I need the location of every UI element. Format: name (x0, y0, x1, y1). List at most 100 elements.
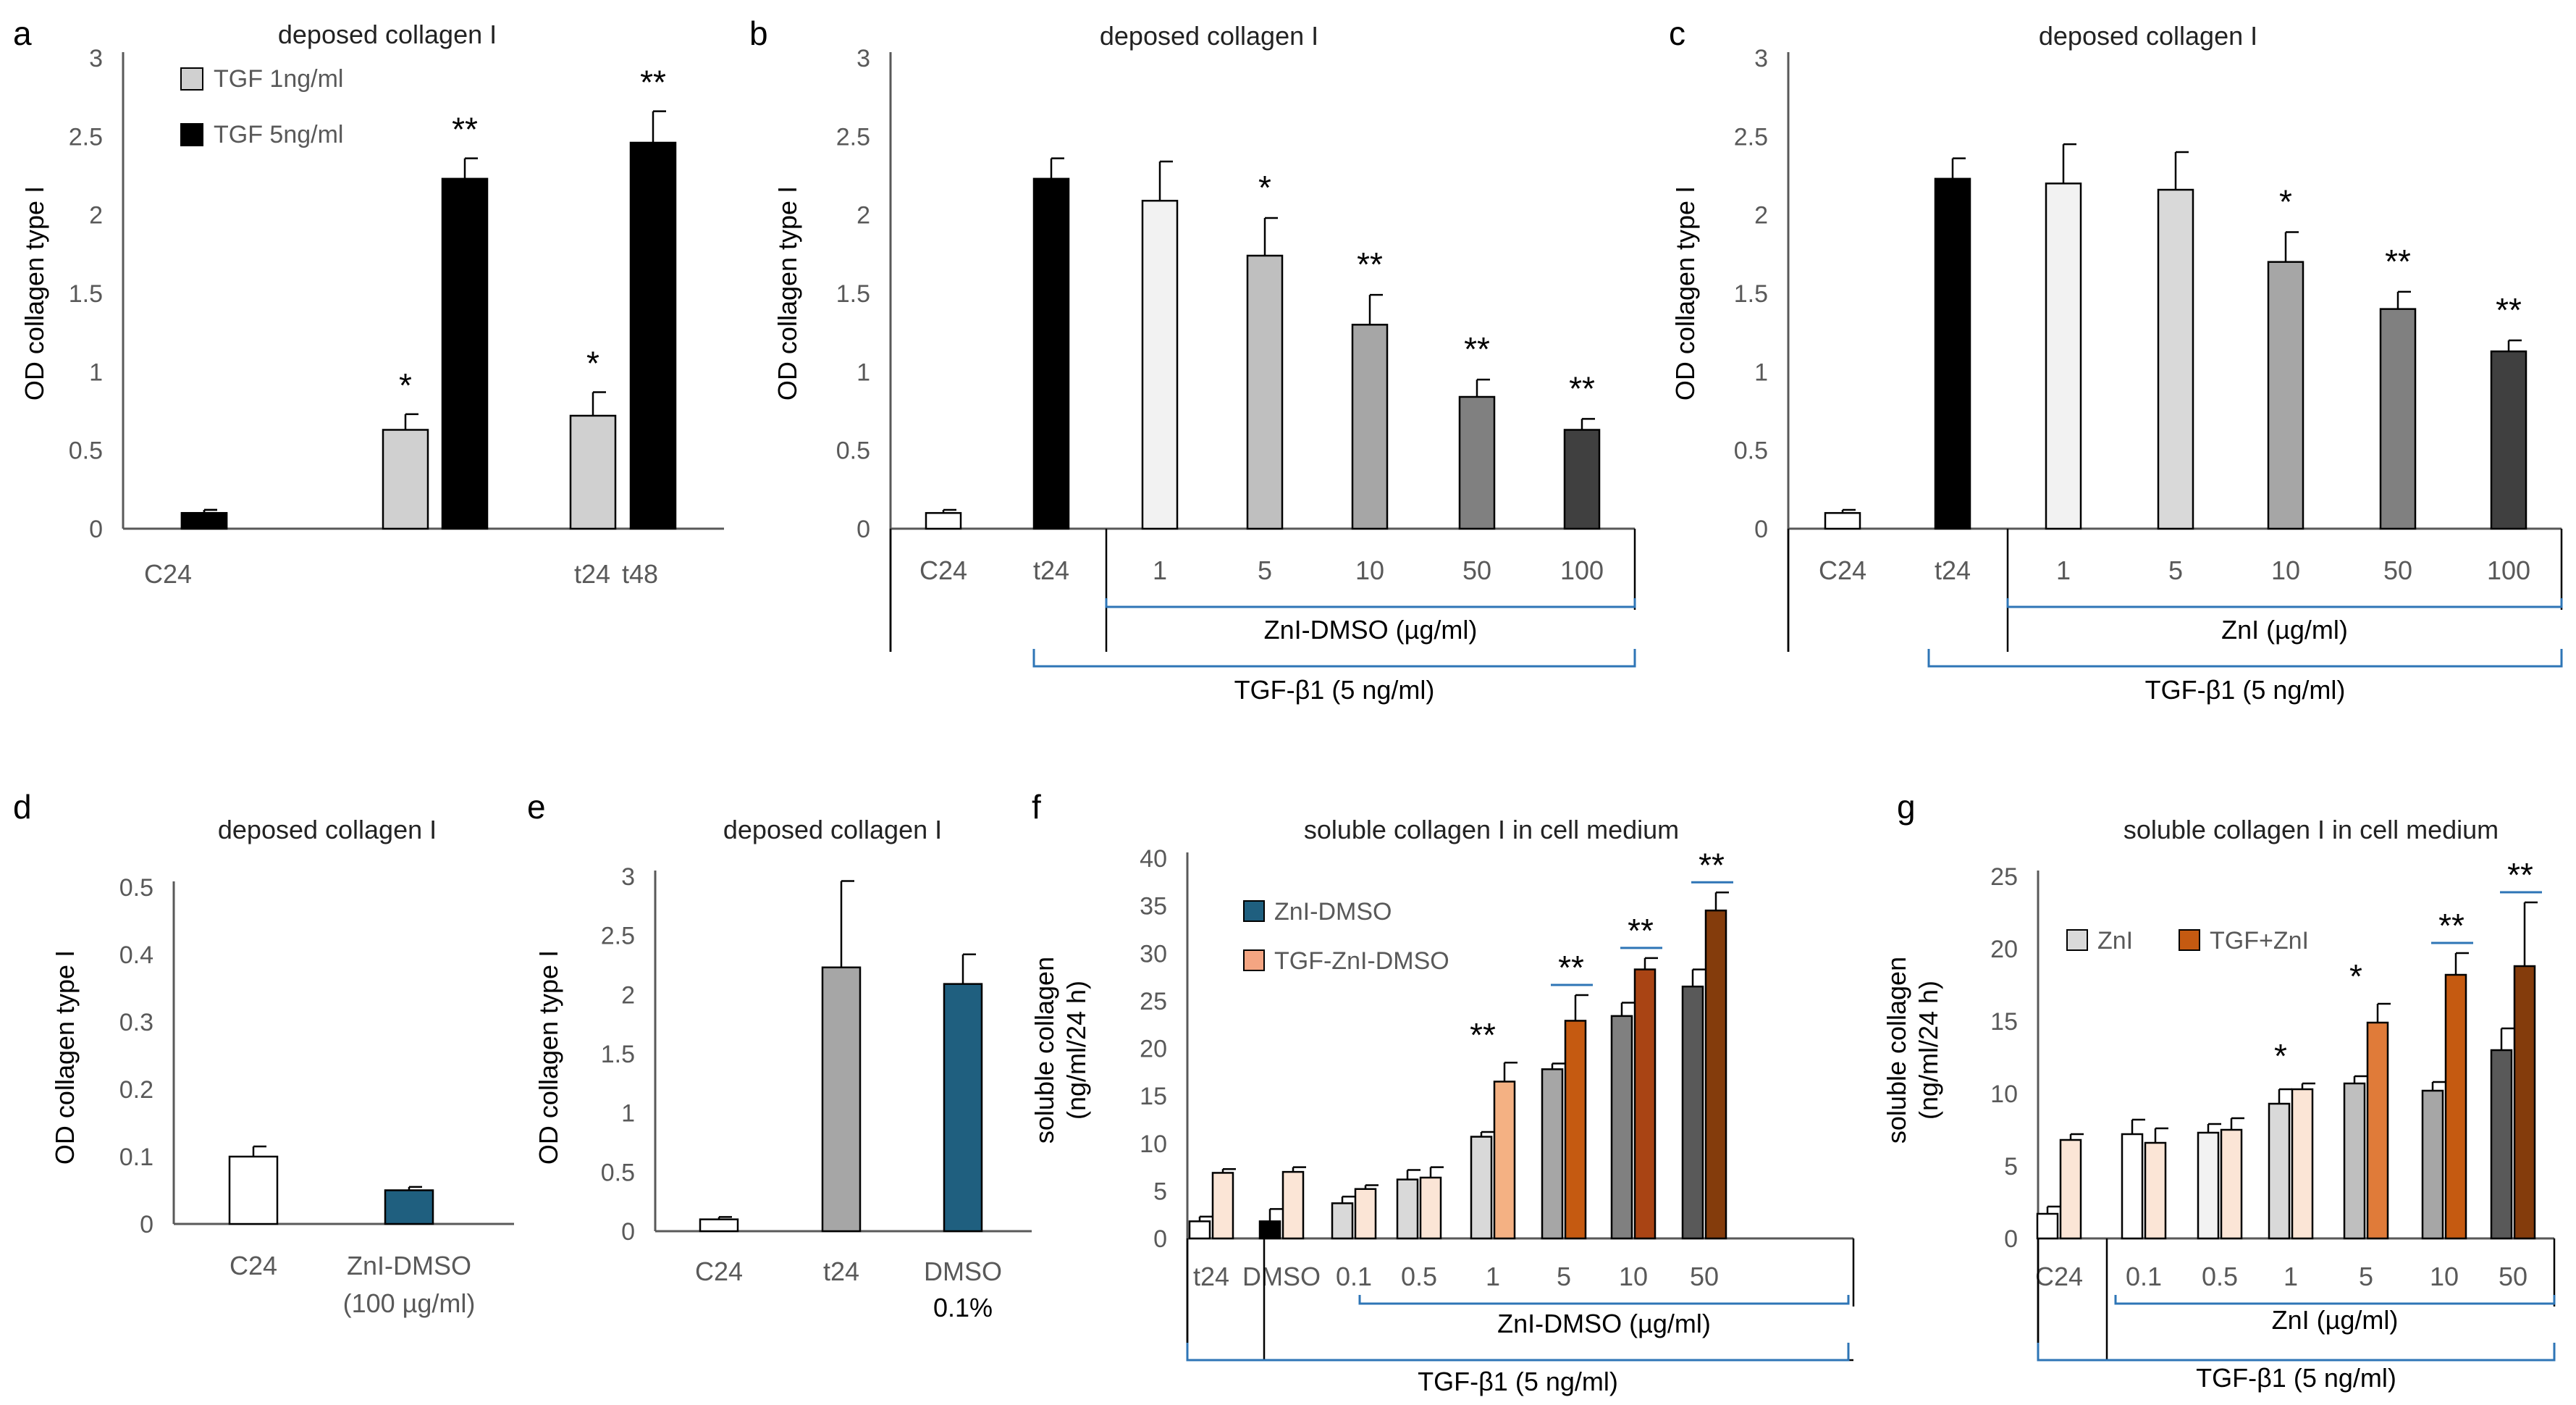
y-tick-label: 30 (1140, 940, 1167, 968)
bar (943, 983, 983, 1233)
bar (1354, 1188, 1377, 1240)
x-category-label: 1 (1486, 1262, 1500, 1291)
x-category-label: 1 (2284, 1262, 2298, 1291)
y-tick-label: 2.5 (601, 923, 635, 950)
legend-swatch (2066, 929, 2088, 951)
y-axis-label: OD collagen type I (20, 186, 49, 400)
y-tick-label: 0.4 (119, 941, 153, 969)
outer-group-bracket (1186, 1343, 1850, 1362)
x-category-label: ZnI-DMSO (347, 1251, 471, 1280)
inner-group-bracket (2114, 1295, 2556, 1305)
chart-title: deposed collagen I (278, 20, 497, 49)
significance-marker: ** (452, 111, 478, 148)
y-tick-label: 1 (621, 1100, 635, 1128)
inner-group-label: ZnI-DMSO (µg/ml) (1264, 615, 1478, 645)
y-tick-label: 0.3 (119, 1009, 153, 1036)
outer-group-bracket (2037, 1343, 2556, 1362)
bar (1824, 512, 1861, 530)
outer-group-label: TGF-β1 (5 ng/ml) (2196, 1363, 2396, 1393)
legend-label: ZnI (2097, 927, 2133, 955)
significance-marker: ** (1699, 846, 1725, 884)
x-category-label: t24 (1193, 1262, 1229, 1291)
bar (2490, 350, 2527, 530)
bar (1610, 1015, 1633, 1240)
x-category-label: t24 (1935, 555, 1971, 585)
x-category-label: 0.1 (1336, 1262, 1372, 1291)
legend-swatch (2179, 929, 2200, 951)
y-axis-label: OD collagen type I (1670, 186, 1700, 400)
legend-swatch (1243, 949, 1265, 971)
bar (382, 429, 429, 530)
panel-letter: b (749, 14, 768, 52)
bar (699, 1218, 739, 1233)
legend-label: ZnI-DMSO (1274, 898, 1392, 926)
y-tick-label: 2.5 (1734, 123, 1768, 151)
y-tick-label: 2.5 (836, 123, 870, 151)
bar (2220, 1128, 2243, 1240)
y-tick-label: 5 (2004, 1153, 2018, 1180)
significance-marker: ** (2496, 291, 2522, 329)
significance-marker: * (399, 366, 412, 404)
y-tick-label: 0.5 (1734, 437, 1768, 465)
x-category-sublabel: (100 µg/ml) (343, 1288, 476, 1318)
y-axis-label: OD collagen type I (534, 950, 563, 1165)
y-tick-label: 1.5 (601, 1041, 635, 1068)
x-category-label: 1 (2056, 555, 2071, 585)
y-tick-label: 10 (1990, 1081, 2018, 1108)
y-tick-label: 0.1 (119, 1144, 153, 1171)
outer-group-label: TGF-β1 (5 ng/ml) (1418, 1367, 1618, 1396)
significance-marker: ** (1357, 246, 1383, 283)
y-tick-label: 3 (856, 45, 870, 72)
x-category-label: t24 (823, 1257, 859, 1286)
x-category-label: 0.5 (2202, 1262, 2238, 1291)
bar (2121, 1133, 2144, 1240)
y-axis-label: soluble collagen (1030, 957, 1059, 1144)
bar (1541, 1068, 1564, 1240)
y-tick-label: 2 (621, 981, 635, 1009)
panel-letter: g (1897, 788, 1916, 826)
bar (2157, 188, 2194, 530)
significance-marker: * (2279, 183, 2292, 221)
bar (1633, 968, 1657, 1240)
bar (2343, 1082, 2366, 1240)
legend-swatch (180, 67, 203, 91)
bar (2268, 1102, 2291, 1240)
bar (1246, 254, 1284, 530)
bar (441, 177, 489, 530)
panel-letter: c (1669, 14, 1685, 52)
bar (1470, 1136, 1493, 1240)
significance-marker: ** (2438, 907, 2465, 944)
bar (1188, 1220, 1211, 1240)
panel-letter: a (13, 14, 32, 52)
bar (925, 512, 962, 530)
panel-b: b 0 0.5 1 1.5 2 2.5 3 deposed collagen I OD colla… (749, 14, 1636, 705)
x-category-label: DMSO (924, 1257, 1002, 1286)
y-tick-label: 15 (1990, 1008, 2018, 1036)
bar (2291, 1088, 2314, 1240)
x-category-label: C24 (144, 559, 192, 589)
x-category-label: 10 (1619, 1262, 1648, 1291)
outer-group-bracket (1032, 649, 1636, 668)
significance-marker: ** (1464, 330, 1490, 368)
y-tick-label: 0.5 (69, 437, 103, 465)
bar (2379, 308, 2417, 530)
x-category-label: 5 (2168, 555, 2183, 585)
panel-letter: f (1032, 788, 1041, 826)
panel-d: d 0 0.1 0.2 0.3 0.4 0.5 deposed collagen I OD co… (13, 788, 514, 1318)
y-tick-label: 3 (621, 863, 635, 891)
bar (1331, 1202, 1354, 1240)
bar (2366, 1021, 2389, 1240)
bar (384, 1189, 434, 1225)
legend-label: TGF 5ng/ml (214, 121, 343, 148)
inner-group-label: ZnI (µg/ml) (2221, 615, 2348, 645)
bar (1704, 909, 1727, 1240)
bar (2267, 261, 2304, 530)
y-axis-label: OD collagen type I (773, 186, 802, 400)
legend-swatch (180, 123, 203, 146)
bar (1934, 177, 1971, 530)
x-category-label: C24 (919, 555, 967, 585)
y-axis-label: OD collagen type I (50, 950, 80, 1165)
